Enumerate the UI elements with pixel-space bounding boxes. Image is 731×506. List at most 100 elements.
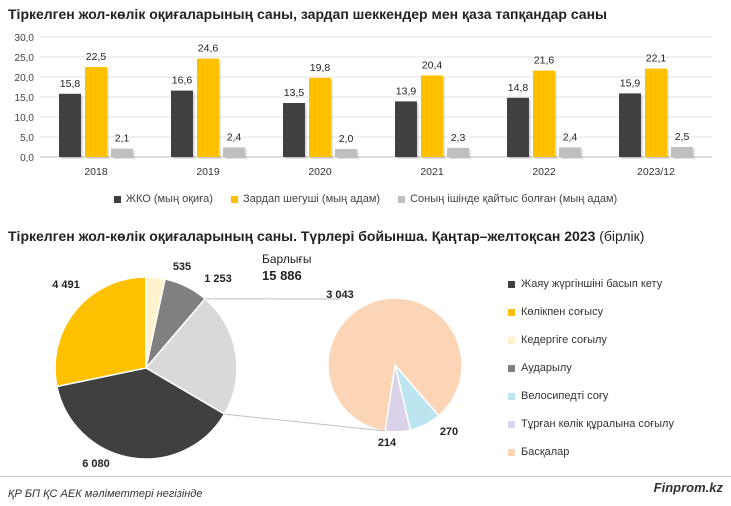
pie-data-label: 535 <box>173 261 191 273</box>
data-label: 2,1 <box>115 133 130 145</box>
pie-legend-item: Аударылу <box>508 354 674 382</box>
data-label: 2,4 <box>227 131 242 143</box>
footer-divider <box>0 476 731 477</box>
bar <box>171 90 193 157</box>
y-tick-label: 25,0 <box>15 53 35 64</box>
data-label: 19,8 <box>310 62 331 74</box>
legend-swatch <box>508 280 515 288</box>
legend-swatch <box>508 336 515 344</box>
pie-slice <box>144 297 238 416</box>
legend-label: Велосипедті соғу <box>521 390 609 402</box>
pie-data-label: 270 <box>440 426 458 438</box>
connector-line <box>224 413 386 432</box>
bar-chart-title: Тіркелген жол-көлік оқиғаларының саны, з… <box>8 6 608 22</box>
y-tick-label: 20,0 <box>15 73 35 84</box>
legend-label: Аударылу <box>521 362 572 374</box>
legend-swatch <box>508 420 515 428</box>
legend-label: Жаяу жүргіншіні басып кету <box>521 278 663 290</box>
legend-swatch <box>230 195 238 203</box>
pie-legend-item: Велосипедті соғу <box>508 382 674 410</box>
data-label: 15,8 <box>60 78 81 90</box>
bar-chart: 0,0 5,0 10,0 15,0 20,0 25,0 30,0 15,8 22,5 2,1 201… <box>15 33 712 178</box>
pie-chart: 6 080 4 491 535 1 253 3 043 270 214 <box>52 261 463 470</box>
x-tick-label: 2022 <box>532 166 556 178</box>
legend-swatch <box>398 195 406 203</box>
site-brand: Finprom.kz <box>653 480 723 495</box>
bar <box>283 103 305 157</box>
data-label: 16,6 <box>172 75 193 87</box>
data-label: 2,3 <box>451 132 466 144</box>
y-tick-label: 15,0 <box>15 93 35 104</box>
x-tick-label: 2020 <box>308 166 332 178</box>
source-note: ҚР БП ҚС АЕК мәліметтері негізінде <box>8 488 203 500</box>
data-label: 20,4 <box>422 59 443 71</box>
pie-title-bold: Тіркелген жол-көлік оқиғаларының саны. Т… <box>8 228 596 244</box>
legend-label: Басқалар <box>521 446 570 458</box>
pie-legend-item: Жаяу жүргіншіні басып кету <box>508 270 674 298</box>
legend-label: Кедергіге соғылу <box>521 334 607 346</box>
pie-slice <box>327 297 463 433</box>
legend-swatch <box>508 364 515 372</box>
y-tick-label: 10,0 <box>15 113 35 124</box>
pie-title-unit: (бірлік) <box>595 228 645 244</box>
bar <box>507 97 529 157</box>
legend-label: Көлікпен соғысу <box>521 306 604 318</box>
bar <box>197 58 219 157</box>
legend-swatch <box>508 392 515 400</box>
legend-swatch <box>113 195 121 203</box>
pie-legend-item: Тұрған көлік құралына соғылу <box>508 410 674 438</box>
pie-slice <box>54 276 147 388</box>
pie-slice <box>56 367 226 460</box>
data-label: 21,6 <box>534 55 555 67</box>
data-label: 13,5 <box>284 87 305 99</box>
x-tick-label: 2021 <box>420 166 444 178</box>
data-label: 22,1 <box>646 53 667 65</box>
pie-data-label: 6 080 <box>82 458 110 470</box>
bar <box>421 75 443 157</box>
y-tick-label: 5,0 <box>20 133 34 144</box>
bar <box>645 68 667 157</box>
x-tick-label: 2019 <box>196 166 220 178</box>
bar <box>111 148 133 157</box>
legend-item-deaths: Соның ішінде қайтыс болған (мың адам) <box>398 193 617 205</box>
data-label: 22,5 <box>86 51 107 63</box>
pie-legend-item: Басқалар <box>508 438 674 466</box>
data-label: 14,8 <box>508 82 529 94</box>
x-tick-label: 2023/12 <box>637 166 675 178</box>
data-label: 2,5 <box>675 131 690 143</box>
pie-legend-item: Көлікпен соғысу <box>508 298 674 326</box>
pie-chart-title: Тіркелген жол-көлік оқиғаларының саны. Т… <box>8 228 644 244</box>
y-tick-label: 30,0 <box>15 33 35 44</box>
pie-data-label: 214 <box>378 437 397 449</box>
y-tick-label: 0,0 <box>20 153 34 164</box>
bar <box>59 93 81 157</box>
bar <box>533 70 555 157</box>
bar <box>447 147 469 157</box>
data-label: 13,9 <box>396 85 417 97</box>
pie-legend-item: Кедергіге соғылу <box>508 326 674 354</box>
total-label: Барлығы <box>262 252 312 266</box>
data-label: 24,6 <box>198 43 219 55</box>
legend-label: ЖКО (мың оқиға) <box>125 193 213 205</box>
bar <box>335 149 357 157</box>
bar <box>671 147 693 157</box>
bar <box>309 77 331 157</box>
legend-label: Соның ішінде қайтыс болған (мың адам) <box>410 193 618 205</box>
legend-swatch <box>508 448 515 456</box>
legend-item-accidents: ЖКО (мың оқиға) <box>113 193 213 205</box>
data-label: 2,4 <box>563 131 578 143</box>
bar <box>85 67 107 157</box>
bar <box>559 147 581 157</box>
legend-label: Тұрған көлік құралына соғылу <box>521 418 674 430</box>
pie-data-label: 1 253 <box>204 273 232 285</box>
pie-data-label: 3 043 <box>326 289 354 301</box>
pie-legend: Жаяу жүргіншіні басып кету Көлікпен соғы… <box>508 270 674 466</box>
pie-data-label: 4 491 <box>52 279 80 291</box>
bar <box>395 101 417 157</box>
legend-swatch <box>508 308 515 316</box>
data-label: 15,9 <box>620 77 641 89</box>
bar <box>223 147 245 157</box>
bar <box>619 93 641 157</box>
total-value: 15 886 <box>262 268 302 283</box>
bar-chart-legend: ЖКО (мың оқиға) Зардап шегуші (мың адам)… <box>0 193 731 205</box>
